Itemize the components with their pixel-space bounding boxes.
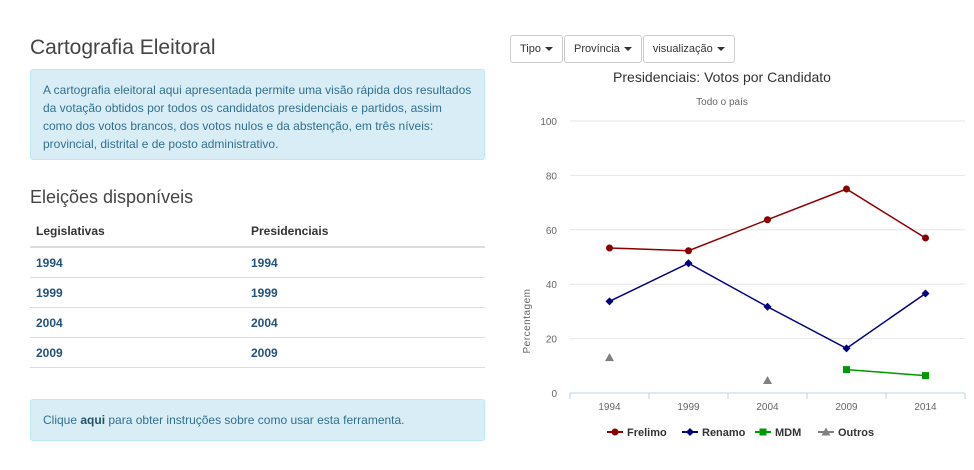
elections-table: Legislativas Presidenciais 1994 1994 199… xyxy=(30,215,485,368)
y-tick-label: 20 xyxy=(546,335,558,346)
help-suffix: para obter instruções sobre como usar es… xyxy=(105,413,405,427)
y-tick-label: 100 xyxy=(540,117,557,128)
provincia-label: Província xyxy=(574,43,620,55)
data-point-renamo xyxy=(921,289,930,298)
legislativas-1994-link[interactable]: 1994 xyxy=(36,255,63,270)
legend-label-mdm: MDM xyxy=(775,427,801,439)
tipo-dropdown-button[interactable]: Tipo xyxy=(510,35,563,63)
presidenciais-1999-link[interactable]: 1999 xyxy=(250,285,278,300)
legend-label-outros: Outros xyxy=(838,427,874,439)
x-tick-label: 1999 xyxy=(677,402,700,413)
chart-title: Presidenciais: Votos por Candidato xyxy=(613,69,831,85)
help-link[interactable]: aqui xyxy=(80,413,106,427)
data-point-frelimo xyxy=(764,216,771,224)
legislativas-1999-link[interactable]: 1999 xyxy=(36,285,63,300)
table-row: 2004 2004 xyxy=(30,307,485,338)
legislativas-2009-link[interactable]: 2009 xyxy=(36,345,63,360)
caret-down-icon xyxy=(545,47,553,51)
column-header-legislativas: Legislativas xyxy=(30,215,245,248)
data-point-frelimo xyxy=(922,234,929,242)
caret-down-icon xyxy=(623,47,632,51)
data-point-frelimo xyxy=(606,244,613,252)
data-point-renamo xyxy=(605,297,614,306)
tipo-label: Tipo xyxy=(520,43,541,55)
table-row: 1999 1999 xyxy=(30,277,485,308)
data-point-mdm xyxy=(922,372,929,380)
data-point-renamo xyxy=(842,344,851,353)
legend-label-renamo: Renamo xyxy=(702,427,746,439)
y-axis-label: Percentagem xyxy=(522,289,533,354)
presidenciais-2004-link[interactable]: 2004 xyxy=(250,315,278,330)
x-tick-label: 2014 xyxy=(914,402,937,413)
table-header-row: Legislativas Presidenciais xyxy=(30,215,485,248)
column-header-presidenciais: Presidenciais xyxy=(244,215,485,248)
chart-toolbar: Tipo Província visualização xyxy=(510,35,736,63)
y-tick-label: 40 xyxy=(546,280,558,291)
data-point-frelimo xyxy=(843,185,850,193)
legend-marker-renamo xyxy=(686,428,694,436)
presidential-votes-chart: Presidenciais: Votos por Candidato Todo … xyxy=(522,69,966,439)
help-info-box: Clique aqui para obter instruções sobre … xyxy=(30,399,485,441)
legend-marker-frelimo xyxy=(611,428,619,436)
data-point-frelimo xyxy=(685,247,692,255)
visualizacao-label: visualização xyxy=(652,43,713,55)
chart-legend: Frelimo Renamo MDM Outros xyxy=(607,427,874,439)
presidenciais-2009-link[interactable]: 2009 xyxy=(250,345,278,360)
data-point-outros xyxy=(605,353,614,362)
data-point-renamo xyxy=(763,302,772,311)
y-tick-label: 80 xyxy=(546,171,558,182)
data-point-outros xyxy=(763,375,772,384)
y-tick-label: 60 xyxy=(546,226,558,237)
legislativas-2004-link[interactable]: 2004 xyxy=(36,315,63,330)
y-tick-label: 0 xyxy=(551,389,557,400)
provincia-dropdown-button[interactable]: Província xyxy=(564,35,642,63)
intro-info-box: A cartografia eleitoral aqui apresentada… xyxy=(30,69,485,160)
data-point-renamo xyxy=(684,259,693,268)
table-row: 2009 2009 xyxy=(30,337,485,368)
x-tick-label: 2009 xyxy=(835,402,858,413)
data-point-mdm xyxy=(843,366,850,374)
chart-subtitle: Todo o país xyxy=(696,97,748,108)
visualizacao-dropdown-button[interactable]: visualização xyxy=(642,35,735,63)
plot-area: 0 20 40 60 80 100 1994 1999 2004 2009 2014 xyxy=(540,117,966,413)
series-line-mdm xyxy=(846,368,926,377)
table-row: 1994 1994 xyxy=(30,247,485,278)
caret-down-icon xyxy=(716,47,725,51)
elections-heading: Eleições disponíveis xyxy=(30,187,194,207)
x-tick-label: 2004 xyxy=(756,402,779,413)
help-prefix: Clique xyxy=(43,413,81,427)
x-tick-label: 1994 xyxy=(598,402,621,413)
presidenciais-1994-link[interactable]: 1994 xyxy=(250,255,278,270)
page-title: Cartografia Eleitoral xyxy=(30,36,216,59)
legend-label-frelimo: Frelimo xyxy=(627,427,667,439)
legend-marker-outros xyxy=(821,427,831,436)
legend-marker-mdm xyxy=(759,428,767,436)
